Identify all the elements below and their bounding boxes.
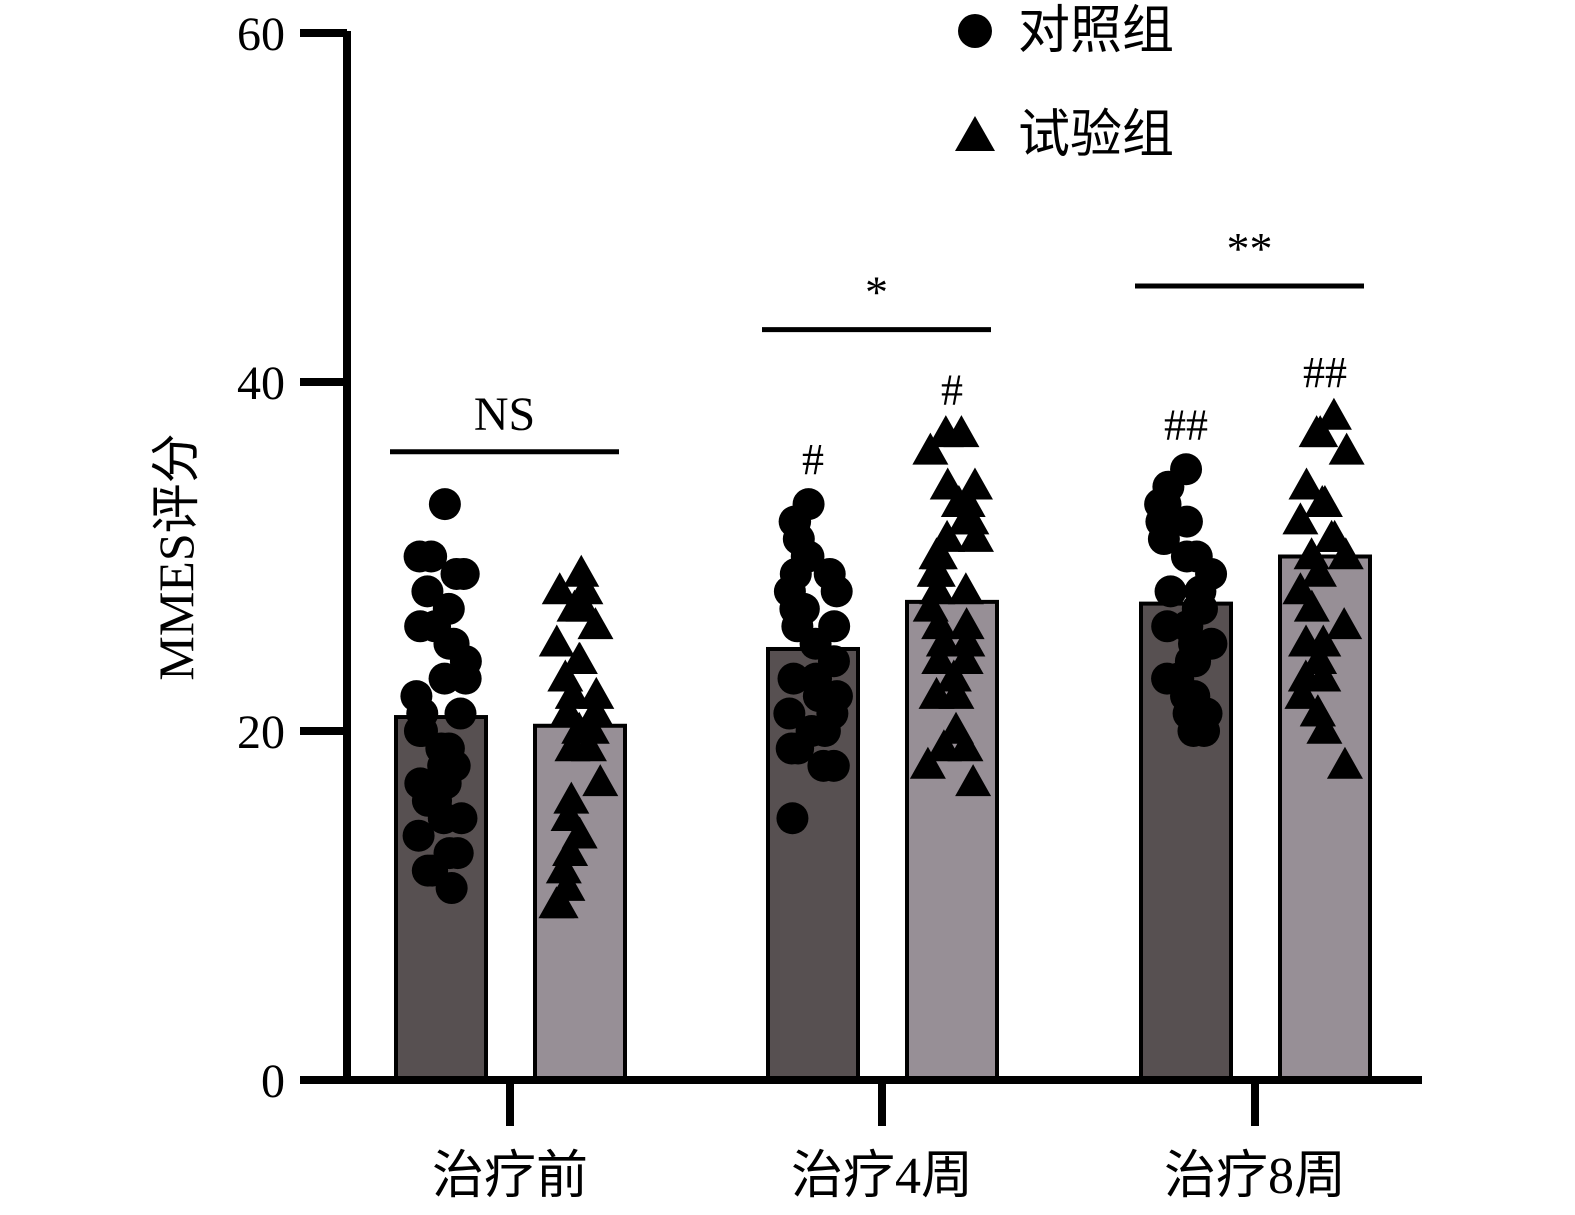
point-trial-2-24 bbox=[1306, 711, 1343, 744]
point-trial-0-11 bbox=[578, 676, 615, 709]
point-control-2-4 bbox=[1170, 505, 1203, 538]
point-control-0-0 bbox=[428, 488, 461, 521]
point-trial-1-1 bbox=[927, 415, 964, 448]
point-control-1-9 bbox=[820, 575, 853, 608]
y-tick-label-40: 40 bbox=[237, 357, 285, 410]
point-trial-2-7 bbox=[1282, 502, 1319, 535]
point-trial-0-0 bbox=[563, 554, 600, 587]
point-control-1-23 bbox=[808, 715, 841, 747]
point-trial-2-18 bbox=[1301, 642, 1338, 674]
point-control-0-2 bbox=[403, 540, 436, 573]
x-tick-label-0: 治疗前 bbox=[432, 1148, 588, 1205]
point-trial-0-8 bbox=[561, 642, 598, 674]
point-trial-0-24 bbox=[545, 851, 582, 884]
bar-annotation-2-1: ## bbox=[1303, 348, 1347, 397]
point-trial-1-31 bbox=[955, 764, 992, 797]
x-tick-label-2: 治疗8周 bbox=[1164, 1148, 1346, 1205]
bar-annotation-1-1: # bbox=[941, 365, 963, 414]
point-trial-2-0 bbox=[1315, 397, 1352, 430]
point-control-0-29 bbox=[402, 819, 435, 852]
point-control-0-13 bbox=[449, 662, 482, 695]
annotations-layer: NS***###### bbox=[390, 223, 1364, 484]
point-control-2-8 bbox=[1170, 540, 1203, 573]
point-trial-1-8 bbox=[953, 502, 990, 535]
point-trial-0-1 bbox=[541, 572, 578, 605]
point-control-2-27 bbox=[1188, 715, 1221, 747]
legend-label-control: 对照组 bbox=[1018, 3, 1174, 60]
significance-label-1: * bbox=[865, 267, 888, 318]
point-trial-1-21 bbox=[925, 624, 962, 657]
bar-annotation-1-0: # bbox=[802, 435, 824, 484]
point-control-0-28 bbox=[427, 802, 460, 835]
point-control-1-20 bbox=[773, 697, 806, 730]
point-control-0-16 bbox=[444, 697, 477, 730]
point-trial-1-18 bbox=[921, 607, 958, 640]
point-trial-0-18 bbox=[582, 764, 619, 797]
point-trial-0-27 bbox=[542, 886, 579, 919]
point-trial-1-2 bbox=[912, 432, 949, 465]
point-trial-1-29 bbox=[947, 729, 984, 762]
point-trial-0-6 bbox=[538, 624, 575, 657]
significance-label-2: ** bbox=[1227, 223, 1273, 274]
bar-annotation-2-0: ## bbox=[1164, 400, 1208, 449]
point-trial-1-9 bbox=[958, 519, 995, 552]
point-trial-0-19 bbox=[553, 781, 590, 814]
x-tick-label-1: 治疗4周 bbox=[791, 1148, 973, 1205]
point-trial-1-24 bbox=[935, 659, 972, 692]
legend-marker-control bbox=[958, 14, 992, 48]
point-trial-2-15 bbox=[1326, 607, 1363, 640]
point-trial-1-6 bbox=[949, 484, 986, 517]
points-layer bbox=[400, 397, 1365, 919]
y-tick-label-0: 0 bbox=[261, 1055, 285, 1108]
point-trial-2-14 bbox=[1293, 589, 1330, 622]
point-trial-0-10 bbox=[554, 676, 591, 709]
significance-label-0: NS bbox=[474, 388, 535, 441]
point-trial-2-2 bbox=[1302, 415, 1339, 448]
point-trial-1-12 bbox=[918, 537, 955, 570]
axes-layer: 0 20 40 60 治疗前 治疗4周 治疗8周 MMES评分 bbox=[148, 8, 1422, 1205]
point-trial-1-22 bbox=[921, 642, 958, 674]
point-control-1-28 bbox=[776, 802, 809, 835]
point-trial-2-20 bbox=[1305, 659, 1342, 692]
point-control-0-4 bbox=[440, 557, 473, 590]
point-trial-1-30 bbox=[909, 746, 946, 779]
point-trial-0-5 bbox=[577, 607, 614, 640]
point-control-1-25 bbox=[775, 732, 808, 765]
y-tick-label-20: 20 bbox=[237, 706, 285, 759]
point-control-2-6 bbox=[1147, 523, 1180, 556]
point-control-0-5 bbox=[411, 575, 444, 608]
point-trial-1-15 bbox=[947, 572, 984, 605]
point-control-0-34 bbox=[435, 872, 468, 905]
legend-marker-trial bbox=[955, 116, 995, 151]
point-trial-2-6 bbox=[1306, 484, 1343, 517]
y-axis-label: MMES评分 bbox=[148, 433, 204, 680]
point-trial-2-3 bbox=[1328, 432, 1365, 465]
point-trial-2-12 bbox=[1300, 554, 1337, 587]
point-control-0-18 bbox=[403, 715, 436, 747]
y-tick-label-60: 60 bbox=[237, 8, 285, 61]
point-trial-1-14 bbox=[919, 554, 956, 587]
point-trial-0-17 bbox=[570, 729, 607, 762]
point-trial-1-26 bbox=[938, 676, 975, 709]
point-trial-2-21 bbox=[1284, 676, 1321, 709]
point-trial-1-19 bbox=[948, 607, 985, 640]
point-control-2-11 bbox=[1154, 575, 1187, 608]
point-trial-0-13 bbox=[577, 694, 614, 727]
point-trial-1-20 bbox=[949, 624, 986, 657]
point-control-0-8 bbox=[404, 610, 437, 643]
legend-label-trial: 试验组 bbox=[1018, 107, 1174, 164]
point-trial-2-17 bbox=[1288, 624, 1325, 657]
point-control-1-27 bbox=[817, 749, 850, 782]
point-trial-2-25 bbox=[1326, 746, 1363, 779]
point-control-1-17 bbox=[777, 662, 810, 695]
point-trial-2-4 bbox=[1288, 467, 1325, 500]
point-trial-2-11 bbox=[1327, 537, 1364, 570]
